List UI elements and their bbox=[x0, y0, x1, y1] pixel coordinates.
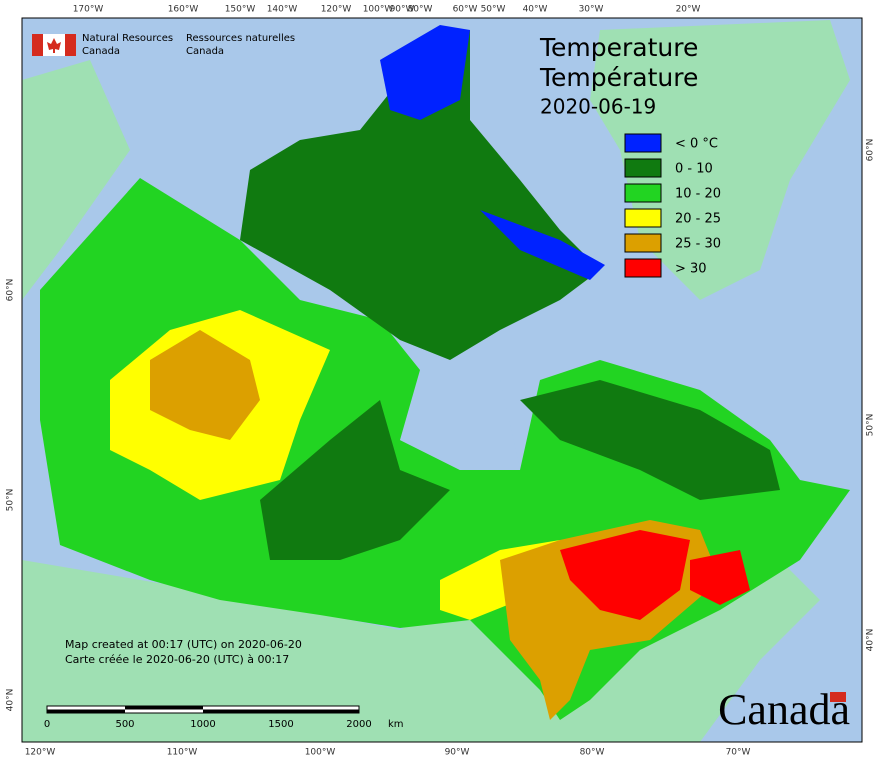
top-tick-label: 30°W bbox=[579, 5, 604, 15]
legend-label: > 30 bbox=[675, 262, 707, 277]
frame bbox=[21, 17, 863, 743]
usa bbox=[22, 560, 820, 742]
bottom-tick-label: 90°W bbox=[445, 748, 470, 758]
baffin-cold bbox=[480, 210, 605, 280]
scale-bar bbox=[46, 705, 360, 714]
scale-label: 0 bbox=[44, 719, 50, 730]
legend-label: 10 - 20 bbox=[675, 187, 721, 202]
legend-swatch bbox=[624, 258, 662, 278]
title: Température bbox=[539, 63, 698, 92]
top-tick-label: 80°W bbox=[408, 5, 433, 15]
left-tick-label: 40°N bbox=[6, 689, 16, 712]
agency-fr: Canada bbox=[186, 46, 224, 57]
maritimes-hottest bbox=[690, 550, 750, 605]
arctic-islands bbox=[240, 30, 600, 360]
legend-swatch bbox=[624, 133, 662, 153]
flag bbox=[32, 34, 76, 56]
legend-label: 20 - 25 bbox=[675, 212, 721, 227]
legend-label: 25 - 30 bbox=[675, 237, 721, 252]
agency-en: Natural Resources bbox=[82, 33, 173, 44]
top-tick-label: 160°W bbox=[168, 5, 199, 15]
credit: Map created at 00:17 (UTC) on 2020-06-20 bbox=[65, 638, 302, 651]
credit: Carte créée le 2020-06-20 (UTC) à 00:17 bbox=[65, 653, 289, 666]
left-tick-label: 60°N bbox=[6, 279, 16, 302]
legend-label: < 0 °C bbox=[675, 137, 718, 152]
ellesmere-cold bbox=[380, 25, 470, 120]
top-tick-label: 90°W bbox=[390, 5, 415, 15]
top-tick-label: 170°W bbox=[73, 5, 104, 15]
top-tick-label: 120°W bbox=[321, 5, 352, 15]
top-tick-label: 140°W bbox=[267, 5, 298, 15]
left-tick-label: 50°N bbox=[6, 489, 16, 512]
top-tick-label: 60°W bbox=[453, 5, 478, 15]
wordmark: Canada bbox=[718, 685, 850, 734]
right-tick-label: 50°N bbox=[866, 414, 876, 437]
bottom-tick-label: 80°W bbox=[580, 748, 605, 758]
top-tick-label: 100°W bbox=[363, 5, 394, 15]
quebec-north bbox=[520, 380, 780, 500]
title: Temperature bbox=[539, 33, 698, 62]
shield-cool bbox=[260, 400, 450, 560]
legend-swatch bbox=[624, 233, 662, 253]
top-tick-label: 50°W bbox=[481, 5, 506, 15]
date: 2020-06-19 bbox=[540, 95, 656, 119]
top-tick-label: 40°W bbox=[523, 5, 548, 15]
right-tick-label: 60°N bbox=[866, 139, 876, 162]
agency-fr: Ressources naturelles bbox=[186, 33, 295, 44]
top-tick-label: 150°W bbox=[225, 5, 256, 15]
scale-unit: km bbox=[388, 719, 404, 730]
legend-label: 0 - 10 bbox=[675, 162, 713, 177]
scale-label: 500 bbox=[115, 719, 134, 730]
quebec-hottest bbox=[560, 530, 690, 620]
greenland bbox=[590, 20, 850, 300]
right-tick-label: 40°N bbox=[866, 629, 876, 652]
hudson-bay bbox=[400, 380, 520, 470]
prairies-hot bbox=[150, 330, 260, 440]
bottom-tick-label: 100°W bbox=[305, 748, 336, 758]
alaska bbox=[22, 60, 130, 300]
legend-swatch bbox=[624, 208, 662, 228]
agency-en: Canada bbox=[82, 46, 120, 57]
scale-label: 1000 bbox=[190, 719, 215, 730]
bottom-tick-label: 70°W bbox=[726, 748, 751, 758]
scale-label: 1500 bbox=[268, 719, 293, 730]
top-tick-label: 20°W bbox=[676, 5, 701, 15]
legend-swatch bbox=[624, 183, 662, 203]
bottom-tick-label: 110°W bbox=[167, 748, 198, 758]
scale-label: 2000 bbox=[346, 719, 371, 730]
legend-swatch bbox=[624, 158, 662, 178]
bottom-tick-label: 120°W bbox=[25, 748, 56, 758]
wordmark-flag bbox=[830, 692, 846, 702]
